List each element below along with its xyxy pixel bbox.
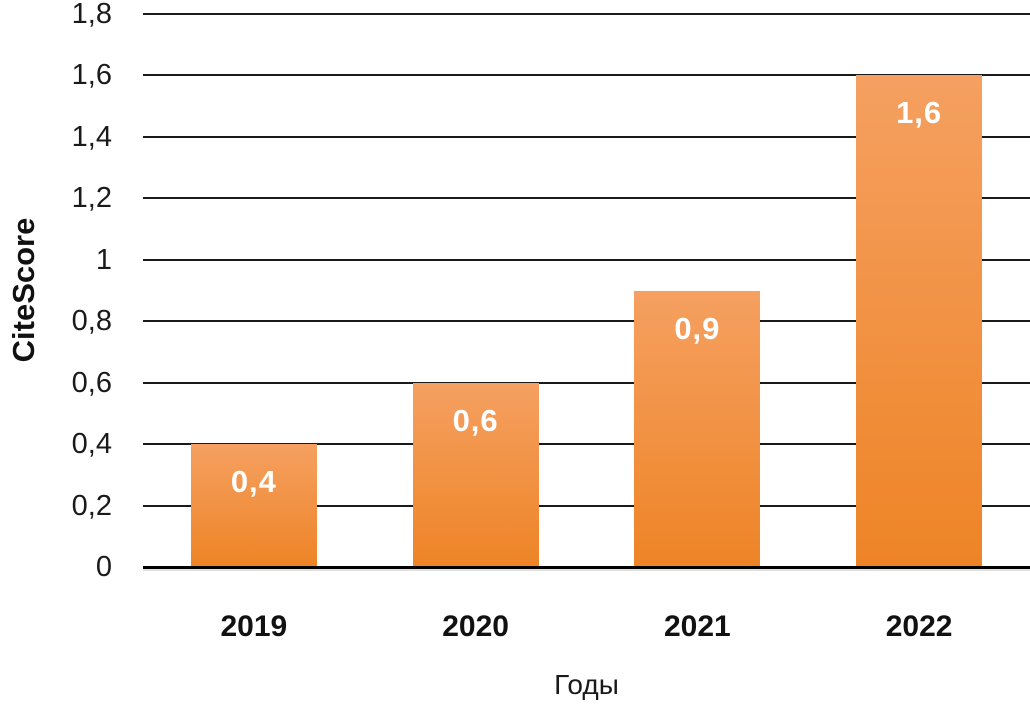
y-tick-label: 1,2 (71, 182, 112, 215)
y-tick-label: 0,4 (71, 428, 112, 461)
x-tick-label-2019: 2019 (220, 610, 288, 643)
y-tick-label: 1,4 (71, 120, 112, 153)
y-tick-label: 0 (95, 551, 112, 583)
x-axis-title: Годы (554, 669, 619, 700)
bar-value-label: 1,6 (896, 95, 943, 131)
x-tick-label-2021: 2021 (664, 610, 731, 643)
gridline (143, 320, 1030, 323)
gridline (143, 504, 1030, 507)
bar-value-label: 0,6 (452, 402, 499, 438)
y-tick-label: 1 (95, 243, 112, 276)
x-tick-label-2020: 2020 (442, 610, 509, 643)
y-tick-label: 1,8 (71, 0, 112, 30)
bar-value-label: 0,9 (674, 310, 721, 346)
y-tick-label: 0,2 (71, 489, 112, 522)
gridline (143, 13, 1030, 15)
x-axis-line (143, 566, 1030, 569)
y-tick-label: 0,8 (71, 305, 112, 338)
gridline (143, 135, 1030, 138)
gridline (143, 443, 1030, 446)
bar-2019: 0,4 (190, 444, 317, 566)
bar-2022: 1,6 (856, 75, 983, 566)
gridline (143, 381, 1030, 384)
x-tick-label-2022: 2022 (885, 610, 953, 643)
y-axis-title: CiteScore (6, 217, 41, 363)
gridline (143, 74, 1030, 77)
y-tick-label: 0,6 (71, 366, 112, 399)
gridline (143, 197, 1030, 200)
bar-2021: 0,9 (634, 290, 761, 566)
y-tick-label: 1,6 (71, 59, 112, 92)
gridline (143, 258, 1030, 261)
bar-value-label: 0,4 (230, 464, 277, 500)
bar-2020: 0,6 (412, 382, 539, 566)
